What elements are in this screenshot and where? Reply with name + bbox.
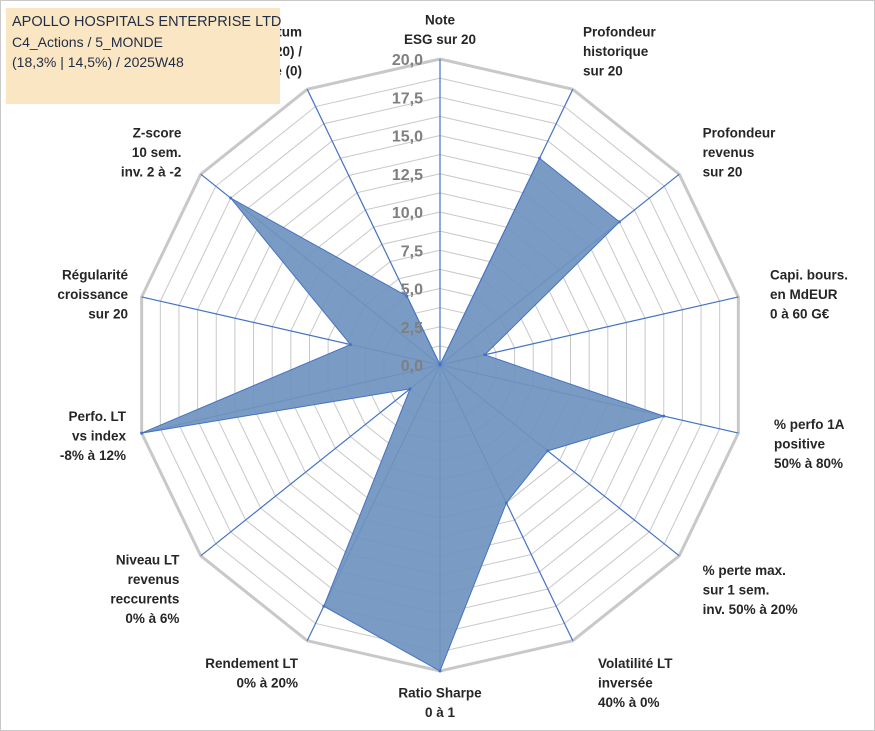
axis-label-8: Rendement LT 0% à 20% [205, 656, 299, 691]
axis-label-line: 0 à 60 G€ [770, 306, 830, 321]
axis-label-9: Niveau LT revenus reccurents 0% à 6% [110, 552, 180, 626]
series-point-5 [546, 449, 550, 453]
axis-label-line: revenus [703, 145, 755, 160]
chart-title: APOLLO HOSPITALS ENTERPRISE LTD C4_Actio… [6, 8, 282, 104]
axis-label-12: Z-score 10 sem. inv. 2 à -2 [121, 125, 182, 179]
series-point-1 [538, 156, 542, 160]
axis-label-line: inv. 2 à -2 [121, 164, 182, 179]
chart-title-line2: C4_Actions / 5_MONDE [12, 34, 163, 50]
axis-label-3: Capi. bours. en MdEUR 0 à 60 G€ [770, 267, 848, 321]
axis-label-6: Volatilité LT inversée 40% à 0% [598, 656, 673, 710]
tick-label-6: 15,0 [392, 129, 423, 146]
spoke-3 [439, 296, 739, 366]
axis-label-5: % perte max. sur 1 sem. inv. 50% à 20% [703, 563, 798, 617]
chart-title-line1: APOLLO HOSPITALS ENTERPRISE LTD [12, 14, 282, 30]
tick-label-5: 12,5 [392, 167, 423, 184]
axis-label-line: historique [583, 44, 649, 59]
axis-label-line: reccurents [110, 591, 179, 606]
series-point-11 [349, 343, 353, 347]
series-point-9 [408, 387, 412, 391]
axis-label-line: Profondeur [703, 125, 776, 140]
radar-series [140, 156, 666, 673]
tick-label-7: 17,5 [392, 90, 423, 107]
axis-label-line: croissance [57, 287, 128, 302]
axis-label-line: sur 20 [583, 63, 623, 78]
axis-label-4: % perfo 1A positive 50% à 80% [774, 417, 845, 471]
axis-label-line: positive [774, 437, 826, 452]
axis-label-line: Capi. bours. [770, 267, 848, 282]
series-point-7 [438, 669, 442, 673]
axis-label-line: Profondeur [583, 24, 656, 39]
axis-label-line: 0% à 20% [236, 676, 298, 691]
tick-label-0: 0,0 [401, 358, 423, 375]
series-point-12 [229, 196, 233, 200]
axis-label-line: sur 20 [88, 306, 128, 321]
axis-label-line: Rendement LT [205, 656, 299, 671]
series-area [141, 157, 666, 672]
radar-axis-labels: Note ESG sur 20 Profondeur historique sur 20… [57, 13, 848, 721]
tick-label-8: 20,0 [392, 52, 423, 69]
axis-label-line: 0% à 6% [125, 611, 179, 626]
axis-label-line: ESG sur 20 [404, 32, 476, 47]
axis-label-line: en MdEUR [770, 287, 838, 302]
axis-label-line: vs index [72, 429, 127, 444]
spoke-9 [200, 364, 441, 557]
series-point-10 [140, 431, 144, 435]
axis-label-11: Régularité croissance sur 20 [57, 267, 128, 321]
axis-label-line: Ratio Sharpe [398, 686, 482, 701]
axis-label-line: 0 à 1 [425, 705, 456, 720]
axis-label-line: -8% à 12% [60, 448, 126, 463]
series-point-4 [662, 414, 666, 418]
axis-label-line: Z-score [133, 125, 182, 140]
axis-label-0: Note ESG sur 20 [404, 13, 476, 48]
axis-label-10: Perfo. LT vs index -8% à 12% [60, 409, 127, 463]
axis-label-7: Ratio Sharpe 0 à 1 [398, 686, 482, 721]
axis-label-1: Profondeur historique sur 20 [583, 24, 656, 78]
tick-label-1: 2,5 [401, 320, 423, 337]
axis-label-line: Niveau LT [116, 552, 180, 567]
axis-label-line: % perfo 1A [774, 417, 845, 432]
series-point-0 [438, 363, 442, 367]
axis-label-line: sur 1 sem. [703, 583, 770, 598]
tick-label-4: 10,0 [392, 205, 423, 222]
axis-label-line: 50% à 80% [774, 456, 843, 471]
series-point-8 [322, 604, 326, 608]
axis-label-line: 10 sem. [132, 145, 182, 160]
axis-label-line: sur 20 [703, 164, 743, 179]
radar-tick-labels: 0,0 2,5 5,0 7,5 10,0 12,5 15,0 17,5 20,0 [392, 52, 423, 375]
tick-label-2: 5,0 [401, 282, 423, 299]
axis-label-line: Régularité [62, 267, 129, 282]
series-point-2 [617, 220, 621, 224]
series-point-6 [504, 501, 508, 505]
axis-label-line: inversée [598, 676, 653, 691]
axis-label-2: Profondeur revenus sur 20 [703, 125, 776, 179]
tick-label-3: 7,5 [401, 243, 423, 260]
series-point-13 [405, 294, 409, 298]
series-point-3 [483, 353, 487, 357]
axis-label-line: 40% à 0% [598, 695, 660, 710]
axis-label-line: revenus [128, 572, 180, 587]
chart-title-line3: (18,3% | 14,5%) / 2025W48 [12, 54, 184, 70]
axis-label-line: inv. 50% à 20% [703, 602, 798, 617]
axis-label-line: % perte max. [703, 563, 786, 578]
axis-label-line: Perfo. LT [68, 409, 126, 424]
axis-label-line: Volatilité LT [598, 656, 673, 671]
axis-label-line: Note [425, 13, 455, 28]
